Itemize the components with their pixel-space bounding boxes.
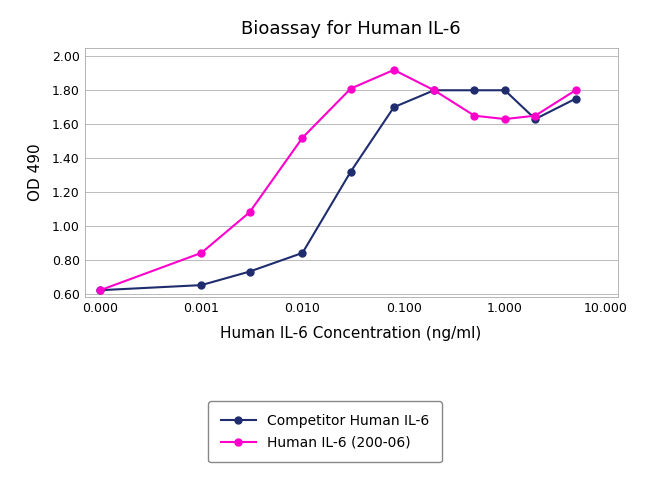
Legend: Competitor Human IL-6, Human IL-6 (200-06): Competitor Human IL-6, Human IL-6 (200-0…: [209, 401, 441, 463]
Competitor Human IL-6: [430, 87, 438, 93]
Human IL-6 (200-06): [390, 67, 398, 73]
Line: Competitor Human IL-6: Competitor Human IL-6: [97, 87, 579, 294]
Title: Bioassay for Human IL-6: Bioassay for Human IL-6: [241, 20, 461, 38]
Human IL-6 (200-06): [198, 250, 205, 256]
Human IL-6 (200-06): [96, 287, 104, 293]
Competitor Human IL-6: [531, 116, 539, 122]
Competitor Human IL-6: [246, 269, 254, 274]
Competitor Human IL-6: [347, 169, 355, 174]
Human IL-6 (200-06): [246, 209, 254, 215]
Human IL-6 (200-06): [430, 87, 438, 93]
Competitor Human IL-6: [198, 282, 205, 288]
Competitor Human IL-6: [96, 287, 104, 293]
Competitor Human IL-6: [390, 104, 398, 110]
Human IL-6 (200-06): [531, 113, 539, 118]
Human IL-6 (200-06): [347, 86, 355, 91]
Human IL-6 (200-06): [501, 116, 509, 122]
Competitor Human IL-6: [571, 96, 579, 102]
Human IL-6 (200-06): [571, 87, 579, 93]
Y-axis label: OD 490: OD 490: [29, 144, 44, 201]
Human IL-6 (200-06): [471, 113, 478, 118]
Competitor Human IL-6: [501, 87, 509, 93]
X-axis label: Human IL-6 Concentration (ng/ml): Human IL-6 Concentration (ng/ml): [220, 326, 482, 341]
Human IL-6 (200-06): [298, 135, 306, 140]
Competitor Human IL-6: [471, 87, 478, 93]
Competitor Human IL-6: [298, 250, 306, 256]
Line: Human IL-6 (200-06): Human IL-6 (200-06): [97, 67, 579, 294]
